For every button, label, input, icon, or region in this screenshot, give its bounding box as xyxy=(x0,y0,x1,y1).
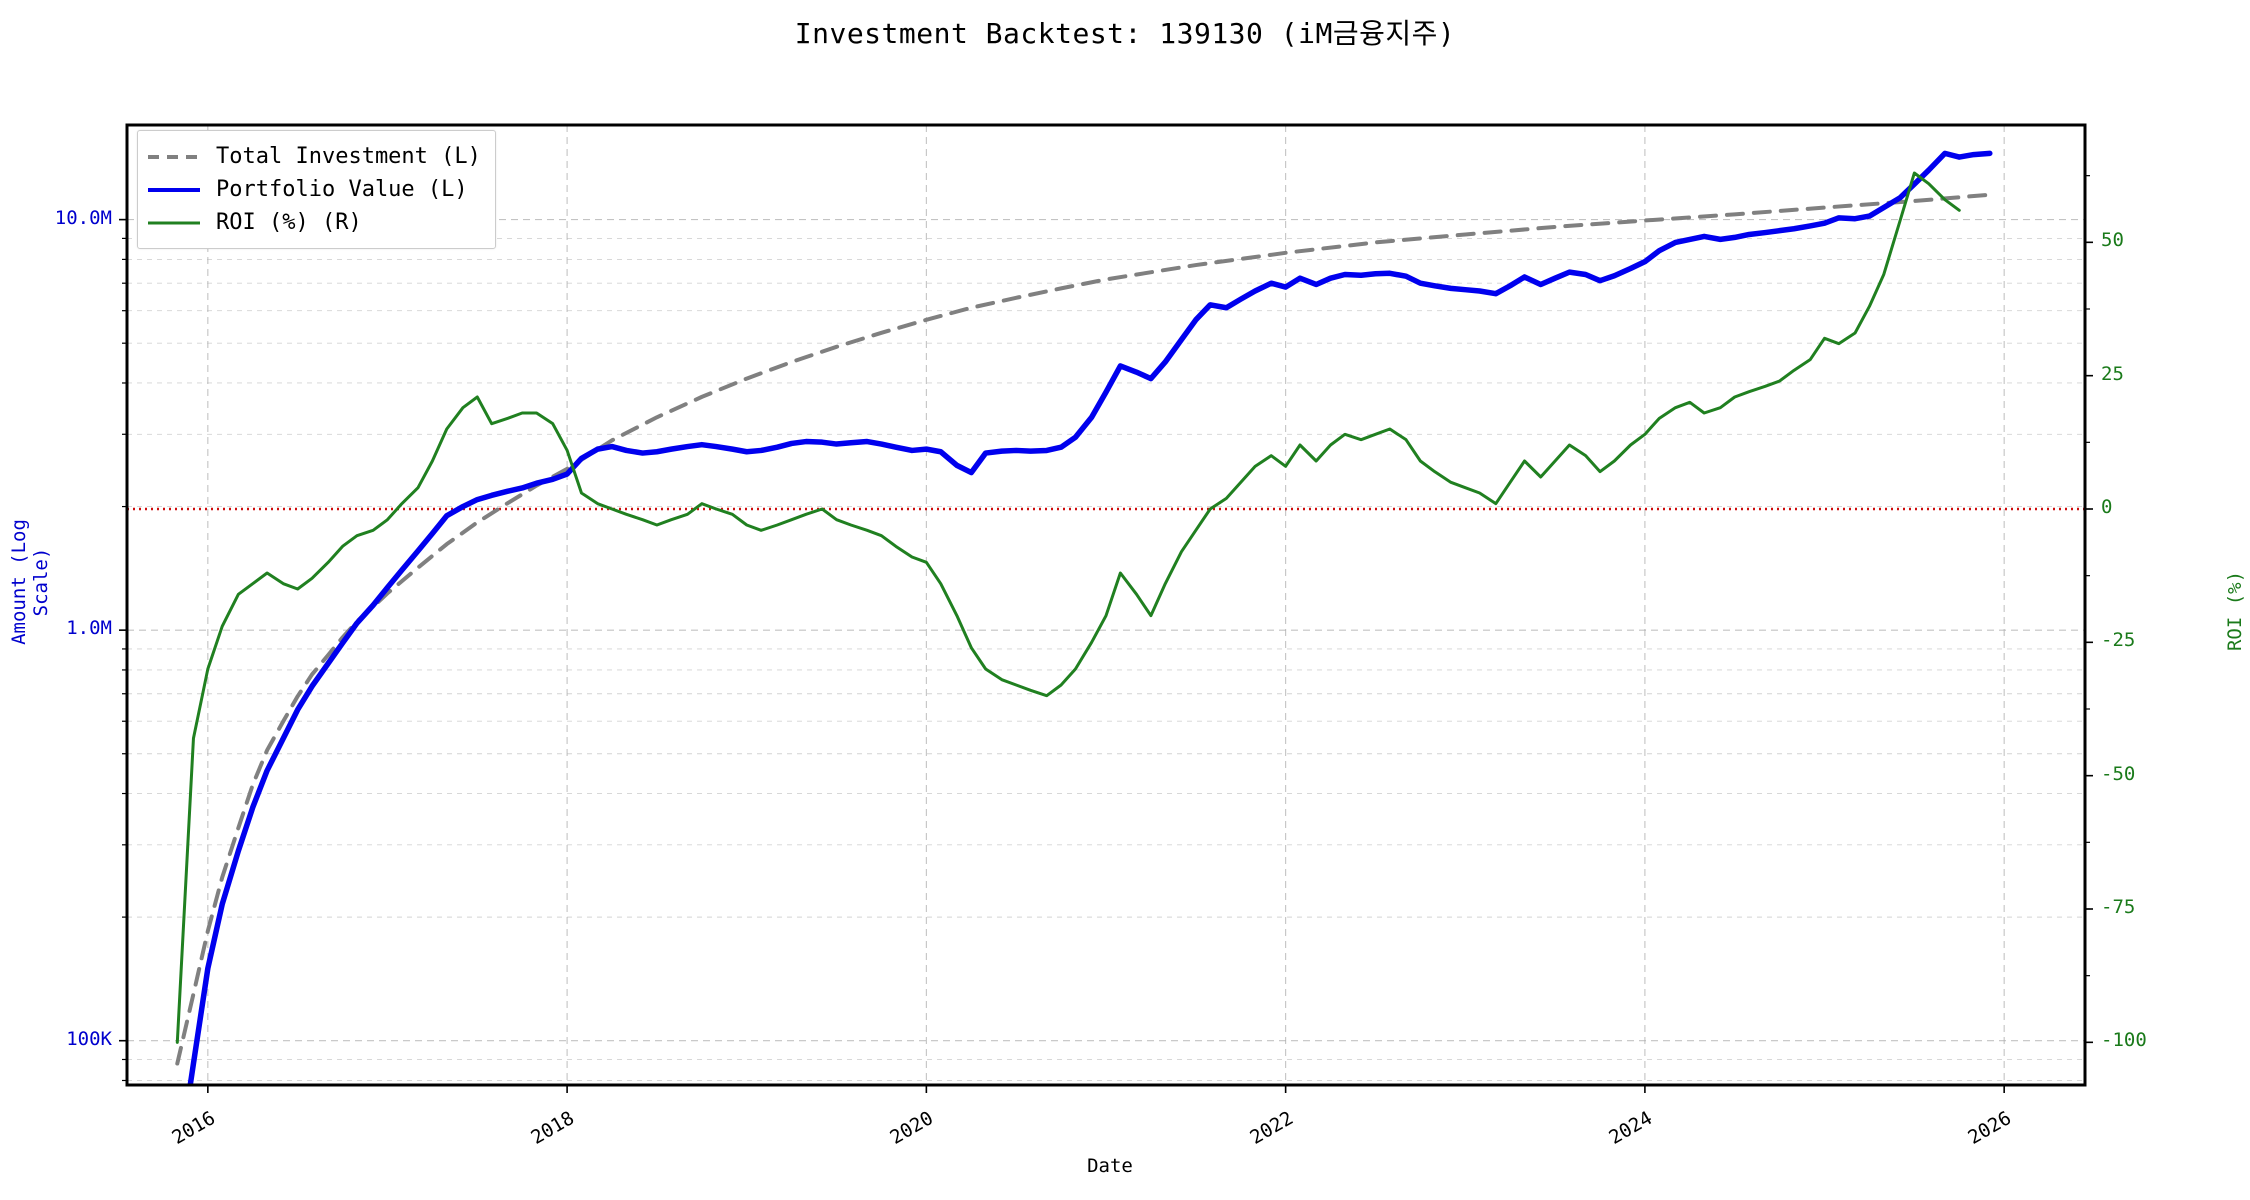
y-tick-label-right: -25 xyxy=(2101,629,2136,652)
y-tick-label-right: 50 xyxy=(2101,229,2124,252)
y-axis-left-label: Amount (Log Scale) xyxy=(8,519,52,645)
series-line xyxy=(175,192,1992,1066)
legend-label: ROI (%) (R) xyxy=(216,210,362,235)
series-line xyxy=(175,171,1961,1044)
y-tick-label-right: -75 xyxy=(2101,896,2136,918)
y-tick-label-right: 0 xyxy=(2101,496,2113,518)
chart-legend: Total Investment (L) Portfolio Value (L)… xyxy=(137,130,496,249)
y-tick-label-right: 25 xyxy=(2101,362,2124,385)
y-tick-label-left: 1.0M xyxy=(66,617,112,640)
plot-frame xyxy=(125,123,2087,1087)
y-tick-label-right: -50 xyxy=(2101,762,2136,785)
legend-label: Total Investment (L) xyxy=(216,144,481,169)
legend-swatch-dashed-line xyxy=(148,154,200,159)
tick-marks-layer xyxy=(119,175,2093,1093)
legend-item-portfolio-value[interactable]: Portfolio Value (L) xyxy=(148,173,481,206)
series-layer xyxy=(175,150,1993,1085)
y-tick-label-right: -100 xyxy=(2101,1029,2147,1052)
y-tick-label-left: 100K xyxy=(66,1027,112,1050)
legend-item-total-investment[interactable]: Total Investment (L) xyxy=(148,140,481,173)
series-line xyxy=(187,150,1993,1085)
page-title: Investment Backtest: 139130 (iM금융지주) xyxy=(794,17,1456,50)
y-tick-label-left: 10.0M xyxy=(54,206,112,229)
y-axis-right-label: ROI (%) xyxy=(2224,570,2246,652)
legend-swatch-solid-line xyxy=(148,221,200,224)
x-axis-label: Date xyxy=(1087,1155,1133,1177)
grid-layer xyxy=(127,125,2085,1085)
legend-label: Portfolio Value (L) xyxy=(216,177,468,202)
legend-item-roi[interactable]: ROI (%) (R) xyxy=(148,206,481,239)
legend-swatch-solid-line xyxy=(148,187,200,192)
